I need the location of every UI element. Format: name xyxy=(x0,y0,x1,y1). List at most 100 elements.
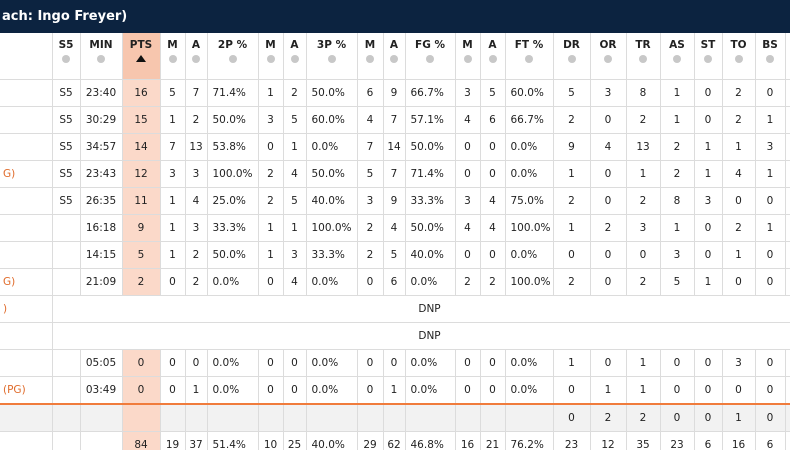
sort-icon[interactable] xyxy=(62,55,70,63)
sort-icon[interactable] xyxy=(168,55,177,63)
column-header[interactable]: M xyxy=(455,33,481,80)
player-row: 16:18 9 1 3 33.3% 1 1 100.0% 2 4 50.0% 4 4 100.0% 1 2 3 1… xyxy=(0,214,790,242)
column-header[interactable]: A xyxy=(283,33,307,80)
sort-icon[interactable] xyxy=(327,55,336,63)
column-label: PTS xyxy=(129,39,153,51)
column-header[interactable]: M xyxy=(258,33,284,80)
sort-icon[interactable] xyxy=(192,55,200,63)
sort-icon[interactable] xyxy=(639,55,647,63)
stat-cell: 0 xyxy=(455,241,481,269)
stat-cell: 1 xyxy=(626,376,661,405)
stat-cell: 0 xyxy=(122,376,161,405)
column-header[interactable]: FG % xyxy=(405,33,456,80)
column-header[interactable]: A xyxy=(383,33,406,80)
stat-cell xyxy=(405,403,456,432)
player-row: ) DNP xyxy=(0,295,790,323)
column-header[interactable]: AS xyxy=(660,33,695,80)
column-header[interactable]: 2P % xyxy=(207,33,259,80)
sort-icon[interactable] xyxy=(673,55,681,63)
stat-cell: 46.8% xyxy=(405,431,456,450)
sort-icon[interactable] xyxy=(366,55,374,63)
stat-cell: 2 xyxy=(626,106,661,134)
stat-cell xyxy=(52,349,81,377)
stat-cell: 4 xyxy=(480,214,506,242)
column-header[interactable]: MIN xyxy=(80,33,123,80)
sort-icon[interactable] xyxy=(488,55,497,63)
sort-icon[interactable] xyxy=(567,55,576,63)
stat-cell: 0 xyxy=(694,106,723,134)
stat-cell: 0.0% xyxy=(207,349,259,377)
name-header xyxy=(0,33,53,80)
sort-icon[interactable] xyxy=(228,55,237,63)
stat-cell: 4 xyxy=(480,187,506,215)
sort-icon[interactable] xyxy=(463,55,472,63)
stat-cell: 1 xyxy=(160,187,186,215)
stat-cell: 0.0% xyxy=(306,376,358,405)
column-header[interactable]: F xyxy=(785,33,790,80)
column-header[interactable]: TR xyxy=(626,33,661,80)
column-header[interactable]: S5 xyxy=(52,33,81,80)
stat-cell: 1 xyxy=(660,79,695,107)
stat-cell: 0 xyxy=(722,268,756,296)
stat-cell: 2 xyxy=(480,268,506,296)
player-name[interactable]: G) xyxy=(0,160,53,188)
column-header[interactable]: FT % xyxy=(505,33,554,80)
stat-cell: 2 xyxy=(590,403,627,432)
stat-cell: 35 xyxy=(626,431,661,450)
column-header[interactable]: M xyxy=(357,33,384,80)
stat-cell xyxy=(505,403,554,432)
player-name[interactable]: ) xyxy=(0,295,53,323)
stat-cell: 4 xyxy=(590,133,627,161)
sort-icon[interactable] xyxy=(97,55,105,63)
sort-icon[interactable] xyxy=(766,55,774,63)
stat-cell: 19 xyxy=(160,431,186,450)
stat-cell: 2 xyxy=(785,241,790,269)
column-header[interactable]: OR xyxy=(590,33,627,80)
player-name[interactable]: (PG) xyxy=(0,376,53,405)
stat-cell xyxy=(306,403,358,432)
column-header[interactable]: BS xyxy=(755,33,786,80)
stat-cell: 03:49 xyxy=(80,376,123,405)
sort-icon[interactable] xyxy=(136,55,146,62)
sort-icon[interactable] xyxy=(426,55,434,63)
sort-icon[interactable] xyxy=(290,55,299,63)
player-row: DNP xyxy=(0,322,790,350)
column-label: M xyxy=(364,39,376,51)
stat-cell: 0 xyxy=(590,160,627,188)
column-header[interactable]: A xyxy=(480,33,506,80)
stat-cell: 34:57 xyxy=(80,133,123,161)
stat-cell: 5 xyxy=(785,160,790,188)
sort-icon[interactable] xyxy=(266,55,275,63)
player-name xyxy=(0,133,53,161)
column-header[interactable]: M xyxy=(160,33,186,80)
stat-cell: 0 xyxy=(553,403,591,432)
stat-cell: 0.0% xyxy=(405,349,456,377)
stat-cell: 30:29 xyxy=(80,106,123,134)
stat-cell xyxy=(357,403,384,432)
sort-icon[interactable] xyxy=(604,55,612,63)
column-header[interactable]: A xyxy=(185,33,208,80)
player-name xyxy=(0,322,53,350)
stat-cell: S5 xyxy=(52,79,81,107)
stat-cell: 50.0% xyxy=(306,160,358,188)
stat-cell: 50.0% xyxy=(306,79,358,107)
stat-cell: 0 xyxy=(160,349,186,377)
stat-cell: 50.0% xyxy=(207,106,259,134)
sort-icon[interactable] xyxy=(734,55,743,63)
stat-cell: 0 xyxy=(755,187,786,215)
column-header[interactable]: ST xyxy=(694,33,723,80)
stat-cell: 66.7% xyxy=(505,106,554,134)
column-header[interactable]: PTS xyxy=(122,33,161,80)
column-header[interactable]: 3P % xyxy=(306,33,358,80)
player-name[interactable]: G) xyxy=(0,268,53,296)
sort-icon[interactable] xyxy=(525,55,533,63)
column-header[interactable]: DR xyxy=(553,33,591,80)
sort-icon[interactable] xyxy=(390,55,398,63)
sort-icon[interactable] xyxy=(704,55,712,63)
stat-cell: 1 xyxy=(283,214,307,242)
stat-cell: 2 xyxy=(553,187,591,215)
column-header[interactable]: TO xyxy=(722,33,756,80)
stat-cell: S5 xyxy=(52,133,81,161)
